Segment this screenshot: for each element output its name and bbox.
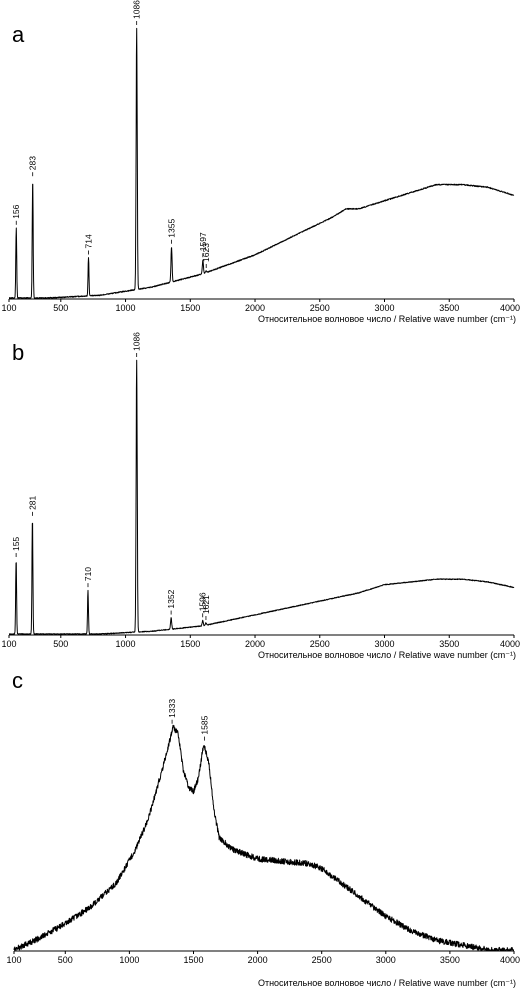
peak-label: 155 xyxy=(11,537,21,551)
panel-b-ticks: 100 500 1000 1500 2000 2500 3000 3500 4000 xyxy=(1,635,520,649)
panel-a-spectrum-line xyxy=(8,27,515,299)
x-tick-label: 1000 xyxy=(116,303,136,313)
peak-label: 1355 xyxy=(167,219,177,238)
panel-c-x-axis-title: Относительное волновое число / Relative … xyxy=(258,978,516,988)
x-tick-label: 3500 xyxy=(439,303,459,313)
x-tick-label: 2500 xyxy=(312,955,332,965)
peak-label: 281 xyxy=(27,495,37,509)
panel-b-x-axis-title: Относительное волновое число / Relative … xyxy=(258,650,516,660)
panel-b-letter: b xyxy=(12,340,24,365)
x-tick-label: 4000 xyxy=(500,303,520,313)
peak-label: 710 xyxy=(83,567,93,581)
peak-label: 1623 xyxy=(201,243,211,262)
x-tick-label: 4000 xyxy=(500,955,520,965)
x-tick-label: 100 xyxy=(1,639,16,649)
x-tick-label: 1000 xyxy=(116,639,136,649)
x-tick-label: 3000 xyxy=(376,955,396,965)
peak-label: 714 xyxy=(84,234,94,248)
panel-c-spectrum-line xyxy=(13,724,515,951)
panel-a-ticks: 100 500 1000 1500 2000 2500 3000 3500 4000 xyxy=(1,299,520,313)
panel-c-ticks: 100 500 1000 1500 2000 2500 3000 3500 4000 xyxy=(6,951,520,965)
peak-label: 1352 xyxy=(166,589,176,608)
x-tick-label: 3000 xyxy=(374,303,394,313)
x-tick-label: 500 xyxy=(58,955,73,965)
panel-a-letter: a xyxy=(12,22,25,47)
peak-label: 1086 xyxy=(132,332,142,351)
x-tick-label: 2000 xyxy=(245,303,265,313)
x-tick-label: 100 xyxy=(6,955,21,965)
peak-label: 1596 xyxy=(198,592,208,611)
x-tick-label: 2500 xyxy=(310,639,330,649)
x-tick-label: 500 xyxy=(53,639,68,649)
x-tick-label: 100 xyxy=(1,303,16,313)
x-tick-label: 3500 xyxy=(439,639,459,649)
x-tick-label: 2000 xyxy=(245,639,265,649)
panel-b-spectrum-line xyxy=(8,359,515,635)
peak-label: 1333 xyxy=(167,699,177,718)
panel-a-x-axis-title: Относительное волновое число / Relative … xyxy=(258,314,516,324)
x-tick-label: 1500 xyxy=(180,639,200,649)
x-tick-label: 1500 xyxy=(183,955,203,965)
peak-label: 1621 xyxy=(201,595,211,614)
peak-label: 283 xyxy=(28,156,38,170)
x-tick-label: 4000 xyxy=(500,639,520,649)
x-tick-label: 3500 xyxy=(440,955,460,965)
x-tick-label: 1000 xyxy=(119,955,139,965)
panel-c-chart: c 1333 1585 100 500 1000 1500 2000 2500 3000 350… xyxy=(6,668,520,988)
x-tick-label: 2500 xyxy=(310,303,330,313)
peak-label: 1597 xyxy=(198,232,208,251)
peak-label: 156 xyxy=(11,204,21,218)
x-tick-label: 2000 xyxy=(248,955,268,965)
x-tick-label: 3000 xyxy=(374,639,394,649)
x-tick-label: 500 xyxy=(53,303,68,313)
panel-c-letter: c xyxy=(12,668,23,693)
x-tick-label: 1500 xyxy=(180,303,200,313)
peak-label: 1585 xyxy=(199,715,209,734)
panel-c-peaks: 1333 1585 xyxy=(167,699,209,741)
peak-label: 1086 xyxy=(132,0,142,19)
